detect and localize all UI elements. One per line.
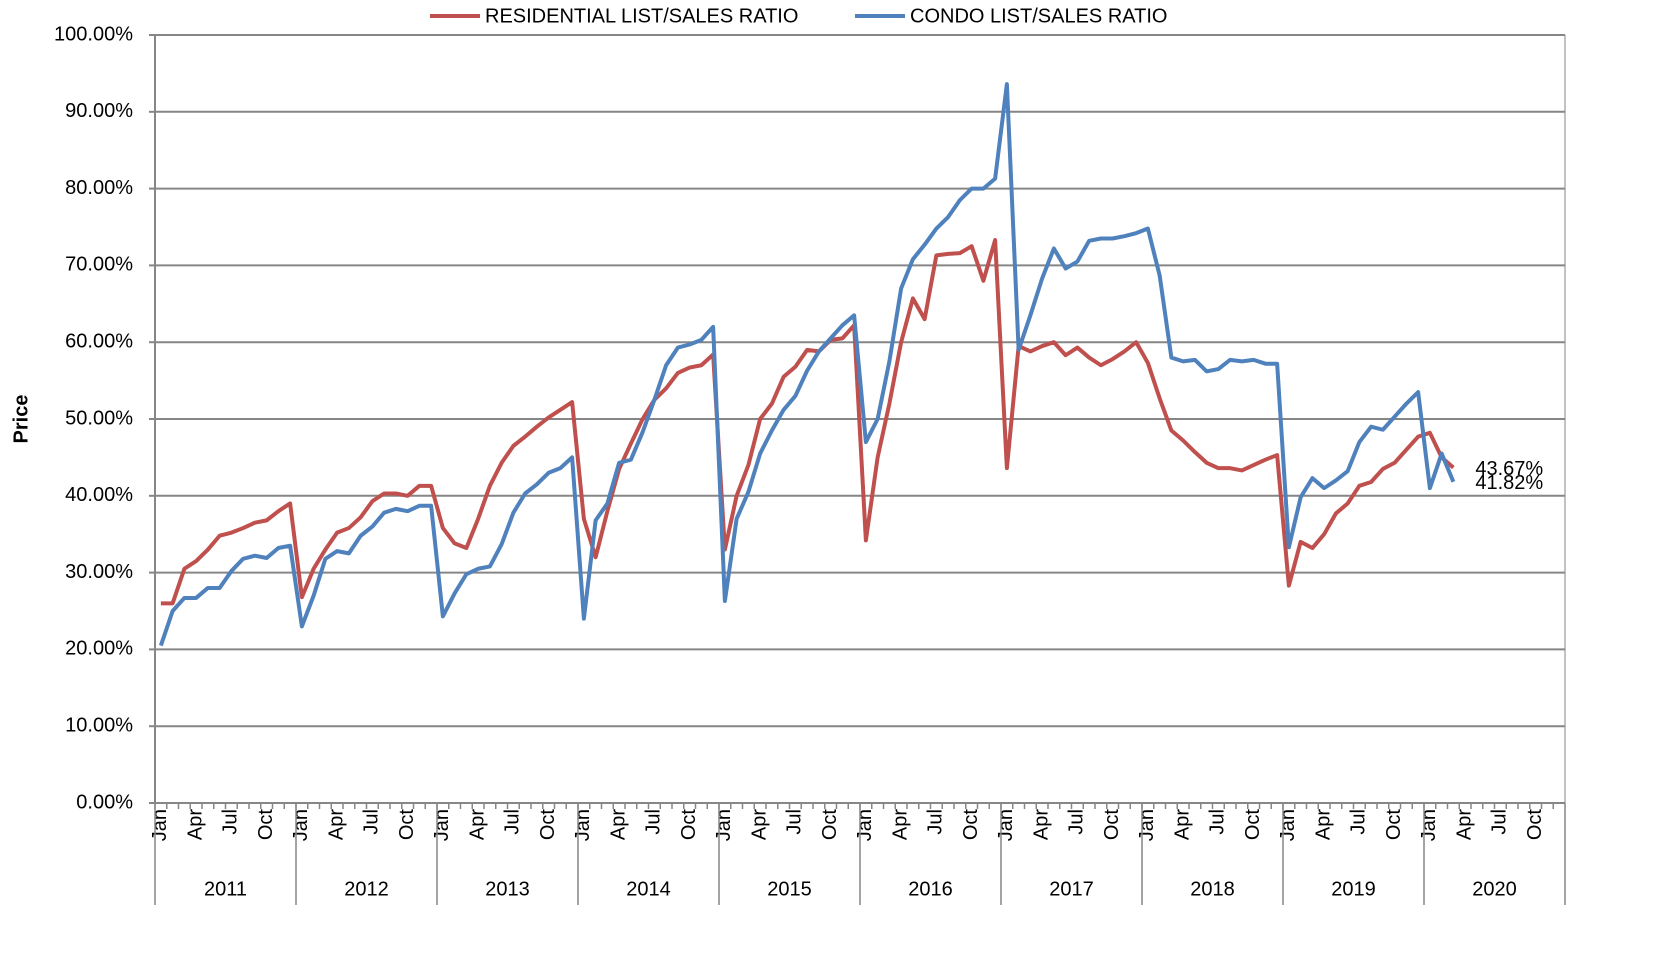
x-tick-label: Oct	[396, 809, 418, 841]
x-tick-label: Jul	[784, 809, 806, 835]
y-tick-label: 50.00%	[65, 407, 133, 429]
x-tick-label: Jul	[1207, 809, 1229, 835]
year-label: 2014	[626, 878, 671, 900]
y-axis-label: Price	[10, 395, 32, 444]
x-tick-label: Jan	[572, 809, 594, 841]
y-tick-label: 80.00%	[65, 177, 133, 199]
y-tick-label: 20.00%	[65, 638, 133, 660]
x-tick-label: Oct	[255, 809, 277, 841]
x-tick-label: Apr	[325, 809, 347, 840]
x-tick-label: Jul	[1489, 809, 1511, 835]
x-tick-label: Jul	[220, 809, 242, 835]
series-line	[160, 238, 1455, 606]
x-tick-label: Jan	[1277, 809, 1299, 841]
x-tick-label: Oct	[1383, 809, 1405, 841]
legend-label: CONDO LIST/SALES RATIO	[910, 5, 1167, 27]
x-tick-label: Oct	[960, 809, 982, 841]
x-tick-label: Jan	[1418, 809, 1440, 841]
x-tick-label: Jan	[290, 809, 312, 841]
x-tick-label: Apr	[889, 809, 911, 840]
y-tick-label: 100.00%	[54, 23, 133, 45]
y-tick-label: 70.00%	[65, 254, 133, 276]
x-tick-label: Jan	[1136, 809, 1158, 841]
data-label: 41.82%	[1475, 472, 1543, 494]
x-tick-label: Jan	[149, 809, 171, 841]
x-tick-label: Oct	[1524, 809, 1546, 841]
x-tick-label: Jul	[361, 809, 383, 835]
year-label: 2017	[1049, 878, 1094, 900]
x-tick-label: Apr	[1312, 809, 1334, 840]
x-tick-label: Jul	[643, 809, 665, 835]
year-label: 2011	[204, 878, 247, 900]
x-tick-label: Jul	[1066, 809, 1088, 835]
x-tick-label: Jan	[431, 809, 453, 841]
year-label: 2013	[485, 878, 530, 900]
y-tick-label: 60.00%	[65, 330, 133, 352]
x-tick-label: Apr	[184, 809, 206, 840]
x-tick-label: Jan	[854, 809, 876, 841]
x-tick-label: Jul	[925, 809, 947, 835]
x-tick-label: Oct	[1101, 809, 1123, 841]
legend-label: RESIDENTIAL LIST/SALES RATIO	[485, 5, 798, 27]
x-tick-label: Oct	[537, 809, 559, 841]
x-tick-label: Apr	[1171, 809, 1193, 840]
y-tick-label: 90.00%	[65, 100, 133, 122]
x-tick-label: Oct	[819, 809, 841, 841]
x-tick-label: Apr	[1030, 809, 1052, 840]
y-tick-label: 10.00%	[65, 714, 133, 736]
x-tick-label: Jan	[713, 809, 735, 841]
y-tick-label: 30.00%	[65, 561, 133, 583]
x-tick-label: Jul	[502, 809, 524, 835]
x-tick-label: Apr	[607, 809, 629, 840]
y-tick-label: 0.00%	[76, 791, 133, 813]
x-tick-label: Oct	[678, 809, 700, 841]
x-tick-label: Apr	[1453, 809, 1475, 840]
year-label: 2012	[344, 878, 389, 900]
year-label: 2019	[1331, 878, 1376, 900]
x-tick-label: Apr	[466, 809, 488, 840]
year-label: 2016	[908, 878, 953, 900]
x-tick-label: Jan	[995, 809, 1017, 841]
data-label: 43.67%	[1475, 458, 1543, 480]
year-label: 2015	[767, 878, 812, 900]
x-tick-label: Jul	[1348, 809, 1370, 835]
year-label: 2020	[1472, 878, 1517, 900]
series-line	[158, 82, 1456, 647]
x-tick-label: Oct	[1242, 809, 1264, 841]
y-tick-label: 40.00%	[65, 484, 133, 506]
year-label: 2018	[1190, 878, 1235, 900]
x-tick-label: Apr	[748, 809, 770, 840]
